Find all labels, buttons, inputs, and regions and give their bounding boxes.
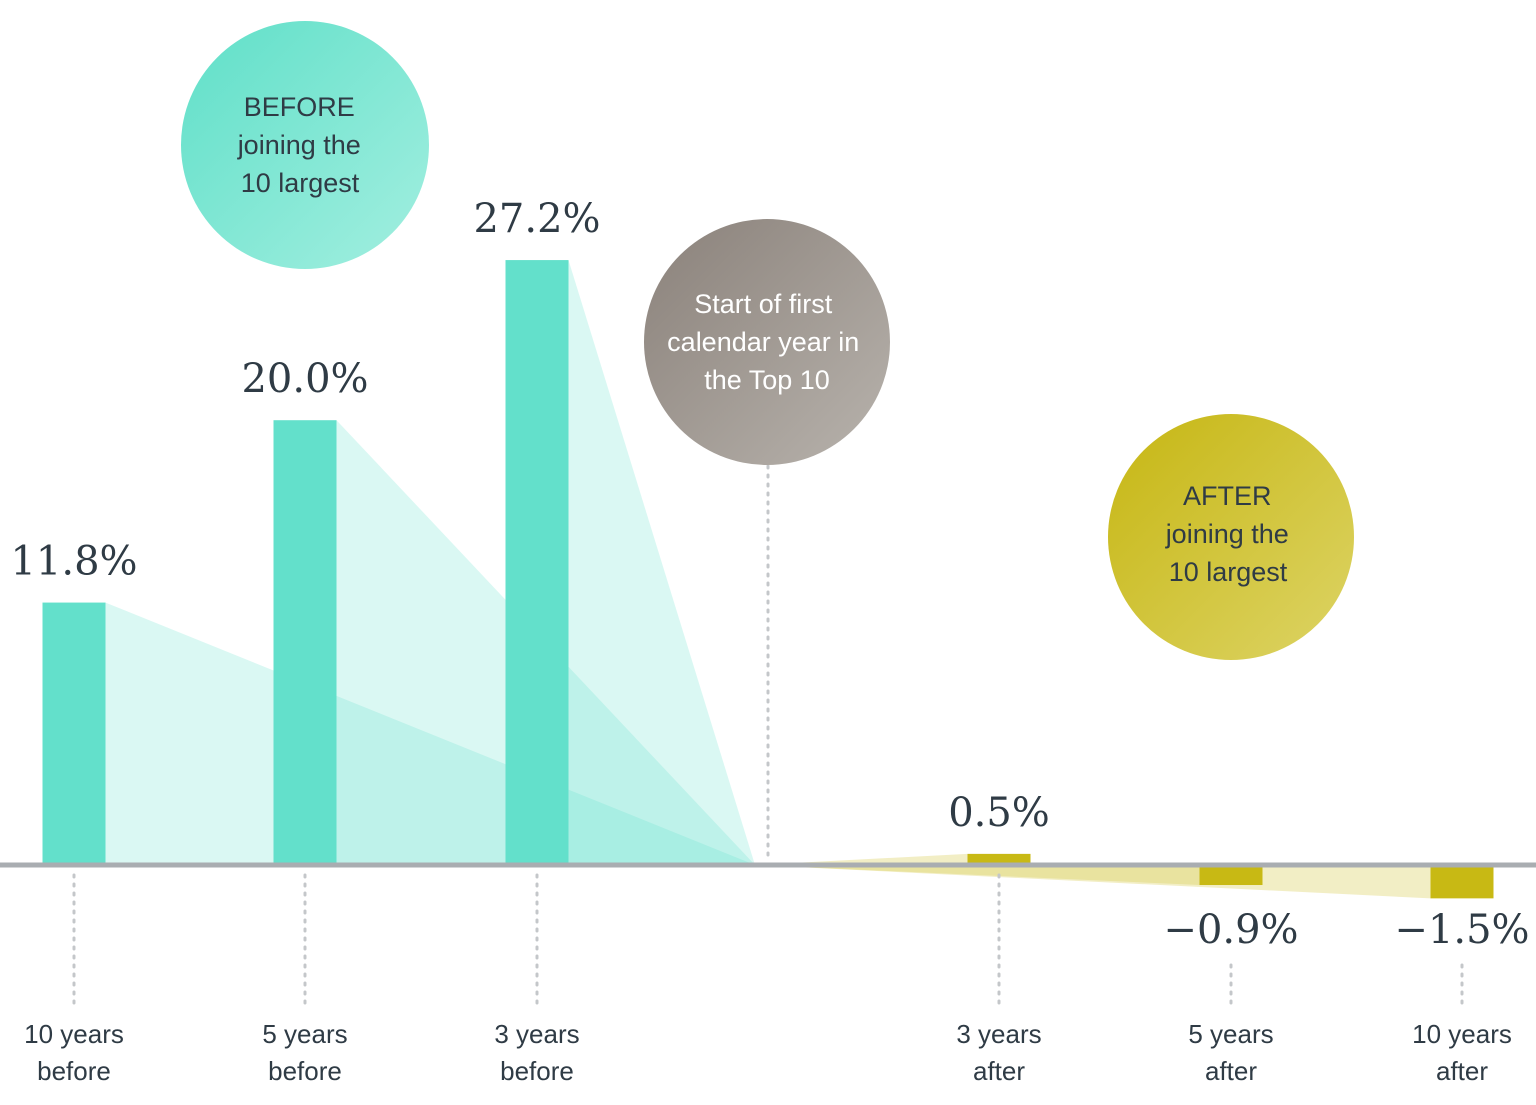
tick-label-line-1: 10 years	[24, 1019, 124, 1049]
fan-shape	[755, 865, 1431, 899]
tick-label-line-1: 5 years	[1188, 1019, 1273, 1049]
after-bubble-line-1: AFTER	[1183, 481, 1272, 511]
tick-label-line-2: before	[37, 1056, 111, 1086]
bar	[42, 602, 106, 865]
value-label: −1.5%	[1394, 907, 1529, 953]
before-bubble-line-1: BEFORE	[244, 92, 355, 122]
value-label: 0.5%	[948, 790, 1050, 836]
tick-label-line-1: 10 years	[1412, 1019, 1512, 1049]
after-bubble: AFTER joining the 10 largest	[1108, 414, 1354, 660]
bar	[1199, 865, 1263, 886]
tick-label-line-1: 3 years	[494, 1019, 579, 1049]
tick-label-line-1: 3 years	[956, 1019, 1041, 1049]
category-guides	[72, 873, 1464, 1008]
svg-text:AFTER joining the: AFTER joining the 10 largest	[1165, 481, 1297, 587]
value-label: −0.9%	[1163, 907, 1298, 953]
start-bubble-circle	[644, 219, 890, 465]
before-bubble-circle	[181, 21, 429, 269]
after-bubble-line-3: 10 largest	[1169, 557, 1288, 587]
bar	[505, 260, 569, 865]
tick-labels: 10 years before 5 years before 3 years before…	[24, 1019, 1512, 1086]
start-bubble-line-2: calendar year in	[667, 327, 859, 357]
after-bubble-line-2: joining the	[1165, 519, 1289, 549]
tick-label-line-2: before	[268, 1056, 342, 1086]
value-label: 27.2%	[473, 196, 600, 242]
tick-label-line-2: after	[1436, 1056, 1488, 1086]
fan-shape	[105, 602, 755, 865]
fan-shape	[568, 260, 755, 865]
bar	[273, 420, 337, 865]
before-bubble-line-3: 10 largest	[241, 168, 360, 198]
before-bubble-line-2: joining the	[237, 130, 361, 160]
bar	[1430, 865, 1494, 899]
tick-label-line-2: after	[1205, 1056, 1257, 1086]
value-label: 11.8%	[10, 539, 137, 585]
start-bubble: Start of first calendar year in the Top …	[644, 219, 890, 465]
tick-label-line-1: 5 years	[262, 1019, 347, 1049]
after-bubble-circle	[1108, 414, 1354, 660]
bars	[42, 260, 1494, 899]
start-bubble-line-1: Start of first	[694, 289, 833, 319]
fan-shape	[755, 865, 1200, 886]
tick-label-line-2: after	[973, 1056, 1025, 1086]
value-label: 20.0%	[241, 356, 368, 402]
bar	[967, 853, 1031, 865]
tick-label-line-2: before	[500, 1056, 574, 1086]
start-bubble-line-3: the Top 10	[704, 365, 830, 395]
svg-text:Start of first calendar: Start of first calendar year in the Top …	[667, 289, 867, 395]
before-bubble: BEFORE joining the 10 largest	[181, 21, 429, 269]
value-labels: 11.8% 20.0% 27.2% 0.5% −0.9% −1.5%	[10, 196, 1529, 953]
svg-text:BEFORE joining the: BEFORE joining the 10 largest	[237, 92, 369, 198]
fan-shape	[336, 420, 755, 865]
fan-shape	[755, 853, 968, 865]
